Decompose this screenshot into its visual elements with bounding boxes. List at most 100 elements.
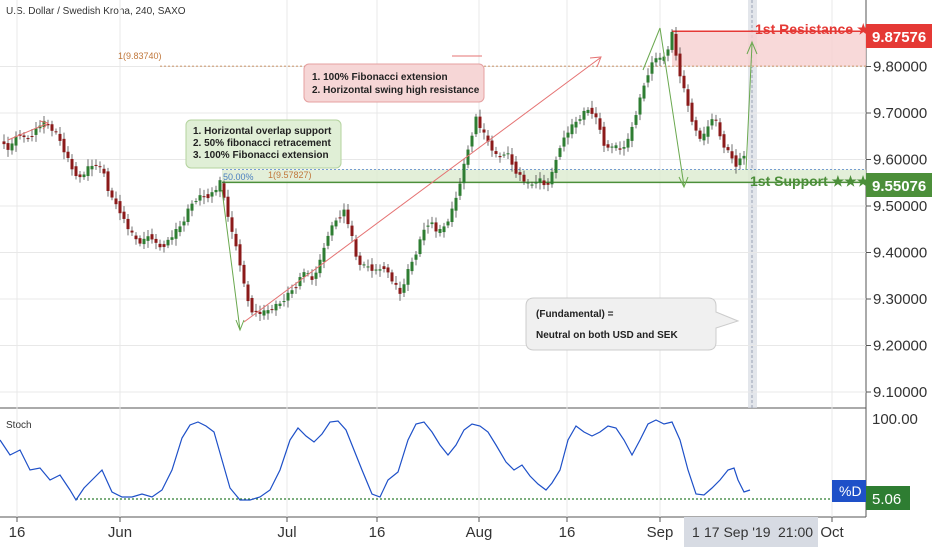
candle-body [350,225,354,236]
stoch-series-badge [832,480,866,502]
candle-body [558,148,562,157]
y-tick-label: 9.50000 [873,198,927,215]
stoch-value: 5.06 [872,491,901,508]
candle-body [574,121,578,128]
trend-arrow-early-head [39,120,49,130]
candle-body [666,49,670,56]
candle-body [730,151,734,159]
candle-body [738,158,742,166]
candle-body [522,174,526,182]
y-tick-label: 9.80000 [873,59,927,76]
candle-body [206,194,210,199]
candle-body [582,110,586,120]
candle-body [710,119,714,126]
support-note-box [185,119,342,169]
stoch-line [0,419,751,502]
stoch-value-badge [866,486,910,510]
candle-body [734,155,738,167]
x-tick-label: Aug [466,524,493,541]
candle-body [122,211,126,219]
candle-body [218,180,222,192]
rally-line [642,27,661,71]
candle-body [322,247,326,262]
candle-body [198,195,202,201]
support-note-line-3: 3. 100% Fibonacci extension [193,150,329,161]
x-tick-label: 16 [369,524,386,541]
candle-body [90,165,94,170]
candle-body [454,197,458,211]
candle-body [478,116,482,128]
candle-body [110,190,114,198]
candle-body [362,264,366,266]
candle-body [86,166,90,177]
support-note-line-2: 2. 50% fibonacci retracement [193,138,332,149]
candle-body [514,161,518,174]
candle-body [14,136,18,146]
fib-top-label: 1(9.83740) [118,51,162,61]
candle-body [58,133,62,141]
candle-body [446,221,450,226]
y-tick-label: 9.30000 [873,291,927,308]
candle-body [214,189,218,193]
candle-body [578,119,582,121]
candle-body [726,147,730,151]
candle-body [6,143,10,150]
time-axis[interactable]: 16 Jun Jul 16 Aug 16 Sep Oct [9,517,845,541]
candle-body [2,141,6,145]
candle-body [318,259,322,274]
candle-body [630,126,634,141]
candle-body [650,62,654,74]
resistance-note-box [303,63,485,103]
time-cursor-badge [684,517,818,547]
candles [2,26,746,321]
candle-body [634,115,638,125]
candle-body [154,238,158,243]
candle-body [654,58,658,63]
candle-body [534,181,538,184]
candle-body [498,156,502,158]
candle-body [598,118,602,130]
candle-body [406,269,410,285]
candle-body [10,143,14,151]
candle-body [646,75,650,83]
candle-body [690,102,694,122]
candle-body [22,135,26,138]
candle-body [570,124,574,135]
candle-body [126,218,130,230]
candle-body [286,292,290,301]
candle-body [66,151,70,158]
x-tick-label: Jul [277,524,296,541]
candle-body [542,180,546,186]
candle-body [234,233,238,247]
support-price: 9.55076 [872,178,926,195]
y-tick-label: 9.70000 [873,105,927,122]
candle-body [418,239,422,255]
candle-body [238,244,242,266]
time-cursor-time: 21:00 [778,524,813,540]
candle-body [626,138,630,148]
candle-body [674,33,678,56]
candle-body [254,310,258,312]
candle-body [310,276,314,280]
candle-body [394,282,398,285]
candle-body [686,89,690,106]
candle-body [74,166,78,177]
candle-body [670,31,674,50]
candle-body [258,311,262,314]
candle-body [390,272,394,282]
candle-body [250,297,254,313]
fib-extension-arrow-head [589,56,602,68]
candle-body [114,198,118,205]
candle-body [186,208,190,222]
candle-body [158,243,162,248]
candle-body [614,145,618,149]
price-axis[interactable]: 9.80000 9.70000 9.60000 9.50000 9.40000 9.300… [866,59,927,402]
candle-body [222,183,226,198]
candle-body [314,272,318,279]
candle-body [270,309,274,311]
candle-body [530,184,534,186]
candle-body [102,168,106,174]
y-tick-label: 9.20000 [873,338,927,355]
candle-body [662,56,666,61]
